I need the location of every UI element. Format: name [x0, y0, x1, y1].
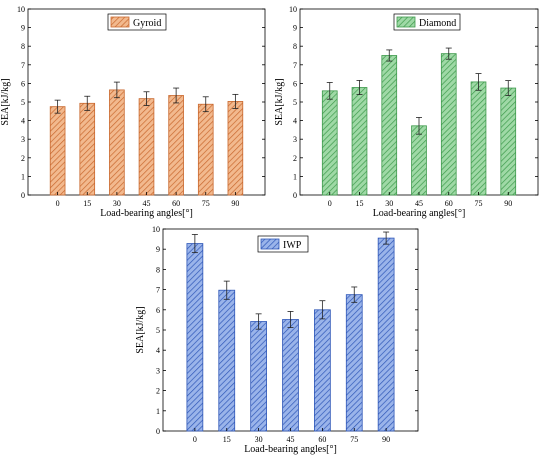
iwp-y-tick-label: 9	[156, 245, 160, 254]
iwp-x-axis-label: Load-bearing angles[°]	[244, 444, 337, 455]
iwp-legend-label: IWP	[283, 240, 302, 251]
diamond-y-tick-label: 4	[293, 117, 297, 126]
diamond-bar	[351, 87, 368, 196]
diamond-x-tick-label: 30	[385, 199, 393, 208]
gyroid-legend: Gyroid	[107, 13, 167, 31]
gyroid-bar	[138, 98, 155, 196]
iwp-y-tick-label: 10	[152, 225, 160, 234]
gyroid-legend-swatch	[110, 16, 130, 28]
diamond-x-axis-label: Load-bearing angles[°]	[373, 208, 466, 219]
diamond-bar	[321, 90, 338, 196]
diamond-legend-swatch	[396, 16, 416, 28]
gyroid-bar	[49, 106, 66, 196]
gyroid-y-tick-label: 8	[21, 42, 25, 51]
gyroid-bar	[227, 101, 244, 196]
iwp-legend-swatch	[260, 238, 280, 250]
gyroid-y-axis-label: SEA[kJ/kg]	[0, 78, 11, 125]
iwp-bar	[377, 237, 395, 432]
diamond-legend-label: Diamond	[419, 18, 456, 29]
gyroid-y-tick-label: 9	[21, 24, 25, 33]
diamond-y-tick-label: 0	[293, 191, 297, 200]
diamond-x-tick-label: 0	[328, 199, 332, 208]
gyroid-x-tick-label: 30	[113, 199, 121, 208]
gyroid-y-tick-label: 4	[21, 117, 25, 126]
diamond-legend: Diamond	[393, 13, 461, 31]
iwp-x-tick-label: 15	[223, 435, 231, 444]
gyroid-x-tick-label: 15	[83, 199, 91, 208]
gyroid-y-tick-label: 2	[21, 154, 25, 163]
gyroid-y-tick-label: 3	[21, 135, 25, 144]
gyroid-x-tick-label: 0	[56, 199, 60, 208]
diamond-bar	[381, 55, 398, 196]
gyroid-x-tick-label: 60	[172, 199, 180, 208]
iwp-x-tick-label: 45	[287, 435, 295, 444]
diamond-y-tick-label: 8	[293, 42, 297, 51]
diamond-y-tick-label: 6	[293, 79, 297, 88]
diamond-bar	[440, 53, 457, 196]
gyroid-y-tick-label: 0	[21, 191, 25, 200]
gyroid-x-axis-label: Load-bearing angles[°]	[100, 208, 193, 219]
iwp-y-tick-label: 4	[156, 346, 160, 355]
diamond-x-tick-label: 45	[415, 199, 423, 208]
diamond-y-axis-label: SEA[kJ/kg]	[274, 78, 285, 125]
gyroid-bar	[79, 102, 96, 196]
iwp-y-axis-label: SEA[kJ/kg]	[135, 306, 146, 353]
iwp-y-tick-label: 6	[156, 306, 160, 315]
gyroid-y-tick-label: 1	[21, 172, 25, 181]
diamond-y-tick-label: 3	[293, 135, 297, 144]
iwp-bar	[250, 321, 267, 432]
iwp-y-tick-label: 7	[156, 286, 160, 295]
iwp-legend: IWP	[257, 235, 309, 253]
diamond-y-tick-label: 7	[293, 61, 297, 70]
diamond-y-tick-label: 10	[289, 5, 297, 14]
gyroid-bar	[197, 103, 214, 196]
iwp-y-tick-label: 8	[156, 265, 160, 274]
diamond-x-tick-label: 90	[504, 199, 512, 208]
iwp-x-tick-label: 60	[318, 435, 326, 444]
iwp-y-tick-label: 5	[156, 326, 160, 335]
gyroid-y-tick-label: 10	[17, 5, 25, 14]
diamond-y-tick-label: 5	[293, 98, 297, 107]
gyroid-x-tick-label: 45	[143, 199, 151, 208]
diamond-x-tick-label: 75	[475, 199, 483, 208]
diamond-y-tick-label: 2	[293, 154, 297, 163]
iwp-x-tick-label: 30	[255, 435, 263, 444]
gyroid-bar	[109, 89, 125, 196]
diamond-bar	[470, 81, 487, 196]
iwp-x-tick-label: 75	[350, 435, 358, 444]
iwp-y-tick-label: 2	[156, 387, 160, 396]
diamond-x-tick-label: 15	[356, 199, 364, 208]
diamond-bar	[500, 87, 517, 196]
iwp-x-tick-label: 90	[382, 435, 390, 444]
iwp-bar	[218, 289, 236, 432]
iwp-bar	[186, 243, 204, 432]
iwp-y-tick-label: 1	[156, 407, 160, 416]
diamond-x-tick-label: 60	[445, 199, 453, 208]
iwp-bar	[282, 319, 299, 432]
iwp-x-tick-label: 0	[193, 435, 197, 444]
iwp-bar	[345, 294, 363, 432]
iwp-bar	[314, 309, 331, 432]
gyroid-x-tick-label: 75	[202, 199, 210, 208]
diamond-bar	[411, 125, 427, 196]
gyroid-x-tick-label: 90	[231, 199, 239, 208]
gyroid-legend-label: Gyroid	[133, 18, 161, 29]
iwp-y-tick-label: 3	[156, 366, 160, 375]
diamond-y-tick-label: 9	[293, 24, 297, 33]
gyroid-y-tick-label: 5	[21, 98, 25, 107]
gyroid-bar	[168, 95, 184, 196]
gyroid-y-tick-label: 7	[21, 61, 25, 70]
iwp-y-tick-label: 0	[156, 427, 160, 436]
diamond-y-tick-label: 1	[293, 172, 297, 181]
gyroid-y-tick-label: 6	[21, 79, 25, 88]
